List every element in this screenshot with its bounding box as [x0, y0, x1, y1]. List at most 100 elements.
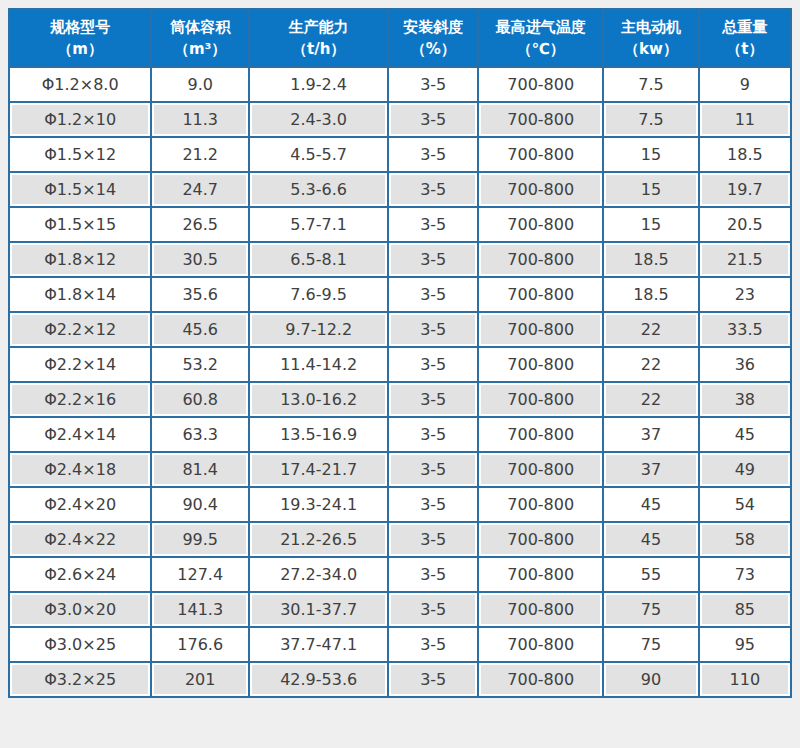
table-row: Φ2.6×24127.427.2-34.03-5700-8005573 — [9, 557, 791, 592]
column-header-spec-model: 规格型号 （m） — [9, 9, 151, 67]
table-row: Φ1.8×1230.56.5-8.13-5700-80018.521.5 — [9, 242, 791, 277]
column-unit: （t/h） — [252, 38, 385, 60]
column-unit: （℃） — [481, 38, 600, 60]
table-cell-installation-slope: 3-5 — [388, 382, 478, 417]
table-row: Φ2.4×2299.521.2-26.53-5700-8004558 — [9, 522, 791, 557]
table-cell-main-motor: 45 — [603, 487, 698, 522]
column-unit: （kw） — [606, 38, 695, 60]
table-cell-cylinder-volume: 11.3 — [151, 102, 249, 137]
table-row: Φ2.4×2090.419.3-24.13-5700-8004554 — [9, 487, 791, 522]
table-row: Φ3.0×20141.330.1-37.73-5700-8007585 — [9, 592, 791, 627]
table-cell-cylinder-volume: 26.5 — [151, 207, 249, 242]
table-cell-spec-model: Φ2.4×20 — [9, 487, 151, 522]
table-cell-spec-model: Φ1.2×10 — [9, 102, 151, 137]
table-cell-installation-slope: 3-5 — [388, 417, 478, 452]
table-cell-main-motor: 45 — [603, 522, 698, 557]
column-title: 规格型号 — [12, 16, 148, 38]
table-cell-cylinder-volume: 9.0 — [151, 67, 249, 102]
column-title: 安装斜度 — [391, 16, 475, 38]
table-cell-main-motor: 15 — [603, 207, 698, 242]
table-row: Φ1.2×1011.32.4-3.03-5700-8007.511 — [9, 102, 791, 137]
table-cell-spec-model: Φ1.5×14 — [9, 172, 151, 207]
table-cell-total-weight: 54 — [699, 487, 791, 522]
table-cell-max-inlet-air-temp: 700-800 — [478, 137, 603, 172]
table-cell-max-inlet-air-temp: 700-800 — [478, 452, 603, 487]
table-cell-main-motor: 55 — [603, 557, 698, 592]
table-cell-spec-model: Φ2.4×22 — [9, 522, 151, 557]
table-cell-max-inlet-air-temp: 700-800 — [478, 207, 603, 242]
column-title: 筒体容积 — [154, 16, 246, 38]
table-cell-main-motor: 90 — [603, 662, 698, 697]
table-cell-installation-slope: 3-5 — [388, 522, 478, 557]
column-header-production-capacity: 生产能力 （t/h） — [249, 9, 388, 67]
table-cell-main-motor: 37 — [603, 417, 698, 452]
table-cell-cylinder-volume: 30.5 — [151, 242, 249, 277]
table-cell-total-weight: 33.5 — [699, 312, 791, 347]
table-cell-spec-model: Φ2.2×14 — [9, 347, 151, 382]
table-row: Φ2.4×1463.313.5-16.93-5700-8003745 — [9, 417, 791, 452]
table-row: Φ2.2×1245.69.7-12.23-5700-8002233.5 — [9, 312, 791, 347]
table-cell-production-capacity: 19.3-24.1 — [249, 487, 388, 522]
table-cell-cylinder-volume: 45.6 — [151, 312, 249, 347]
table-cell-main-motor: 22 — [603, 382, 698, 417]
table-cell-max-inlet-air-temp: 700-800 — [478, 662, 603, 697]
spec-table: 规格型号 （m） 筒体容积 （m³） 生产能力 （t/h） 安装斜度 （%） 最… — [8, 8, 792, 698]
table-cell-max-inlet-air-temp: 700-800 — [478, 627, 603, 662]
table-row: Φ1.5×1424.75.3-6.63-5700-8001519.7 — [9, 172, 791, 207]
table-cell-installation-slope: 3-5 — [388, 487, 478, 522]
table-cell-production-capacity: 5.7-7.1 — [249, 207, 388, 242]
table-cell-total-weight: 11 — [699, 102, 791, 137]
table-cell-production-capacity: 21.2-26.5 — [249, 522, 388, 557]
table-cell-total-weight: 49 — [699, 452, 791, 487]
table-cell-cylinder-volume: 60.8 — [151, 382, 249, 417]
table-cell-total-weight: 45 — [699, 417, 791, 452]
table-cell-total-weight: 110 — [699, 662, 791, 697]
table-cell-installation-slope: 3-5 — [388, 592, 478, 627]
table-cell-spec-model: Φ1.2×8.0 — [9, 67, 151, 102]
table-cell-total-weight: 19.7 — [699, 172, 791, 207]
table-cell-production-capacity: 2.4-3.0 — [249, 102, 388, 137]
table-cell-spec-model: Φ1.5×12 — [9, 137, 151, 172]
table-cell-max-inlet-air-temp: 700-800 — [478, 592, 603, 627]
table-cell-spec-model: Φ3.2×25 — [9, 662, 151, 697]
table-cell-spec-model: Φ2.4×18 — [9, 452, 151, 487]
table-cell-production-capacity: 42.9-53.6 — [249, 662, 388, 697]
table-cell-total-weight: 9 — [699, 67, 791, 102]
column-title: 总重量 — [702, 16, 788, 38]
table-cell-production-capacity: 13.0-16.2 — [249, 382, 388, 417]
table-row: Φ2.2×1453.211.4-14.23-5700-8002236 — [9, 347, 791, 382]
table-cell-max-inlet-air-temp: 700-800 — [478, 277, 603, 312]
table-cell-total-weight: 85 — [699, 592, 791, 627]
table-cell-main-motor: 22 — [603, 347, 698, 382]
table-cell-max-inlet-air-temp: 700-800 — [478, 557, 603, 592]
table-cell-cylinder-volume: 35.6 — [151, 277, 249, 312]
table-cell-spec-model: Φ2.6×24 — [9, 557, 151, 592]
column-title: 最高进气温度 — [481, 16, 600, 38]
table-cell-installation-slope: 3-5 — [388, 627, 478, 662]
table-cell-spec-model: Φ3.0×20 — [9, 592, 151, 627]
table-cell-main-motor: 15 — [603, 137, 698, 172]
table-row: Φ3.0×25176.637.7-47.13-5700-8007595 — [9, 627, 791, 662]
table-cell-main-motor: 37 — [603, 452, 698, 487]
table-cell-total-weight: 73 — [699, 557, 791, 592]
table-cell-production-capacity: 17.4-21.7 — [249, 452, 388, 487]
table-cell-cylinder-volume: 141.3 — [151, 592, 249, 627]
table-cell-production-capacity: 30.1-37.7 — [249, 592, 388, 627]
table-cell-max-inlet-air-temp: 700-800 — [478, 347, 603, 382]
table-cell-main-motor: 75 — [603, 627, 698, 662]
table-cell-max-inlet-air-temp: 700-800 — [478, 522, 603, 557]
table-cell-installation-slope: 3-5 — [388, 67, 478, 102]
table-row: Φ1.5×1221.24.5-5.73-5700-8001518.5 — [9, 137, 791, 172]
column-header-cylinder-volume: 筒体容积 （m³） — [151, 9, 249, 67]
table-cell-cylinder-volume: 90.4 — [151, 487, 249, 522]
table-cell-spec-model: Φ2.4×14 — [9, 417, 151, 452]
table-cell-spec-model: Φ1.5×15 — [9, 207, 151, 242]
table-cell-max-inlet-air-temp: 700-800 — [478, 382, 603, 417]
table-cell-cylinder-volume: 81.4 — [151, 452, 249, 487]
page: 规格型号 （m） 筒体容积 （m³） 生产能力 （t/h） 安装斜度 （%） 最… — [0, 0, 800, 708]
table-cell-production-capacity: 13.5-16.9 — [249, 417, 388, 452]
table-cell-max-inlet-air-temp: 700-800 — [478, 242, 603, 277]
table-cell-total-weight: 38 — [699, 382, 791, 417]
table-cell-main-motor: 7.5 — [603, 102, 698, 137]
table-cell-spec-model: Φ1.8×14 — [9, 277, 151, 312]
